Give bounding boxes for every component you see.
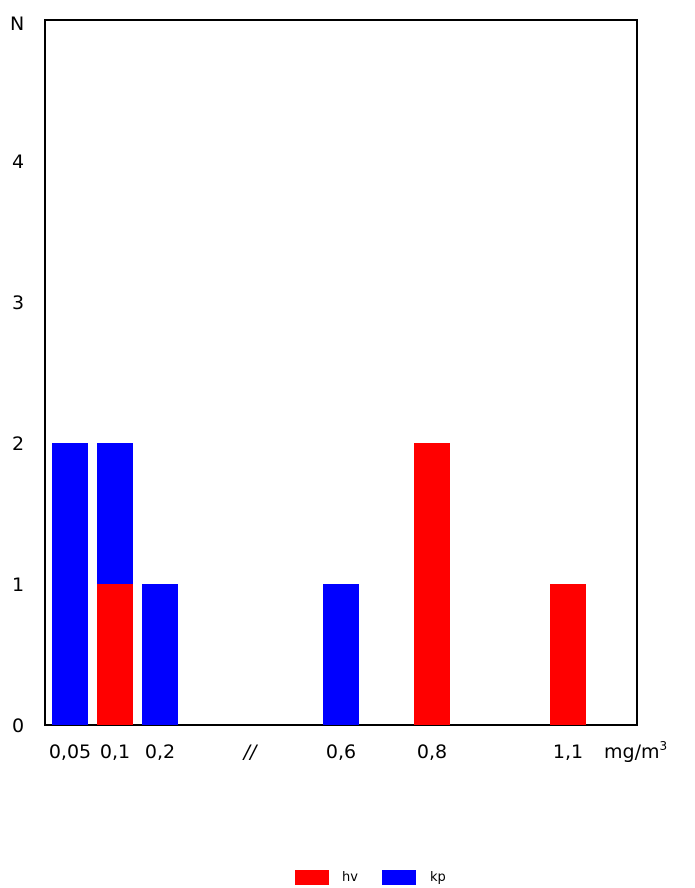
legend-swatch-kp	[382, 870, 416, 885]
x-axis-label-text: mg/m	[604, 741, 659, 763]
x-axis-ticks: 0,05 0,1 0,2 // 0,6 0,8 1,1	[49, 741, 583, 763]
y-axis-ticks: 0 1 2 3 4	[12, 151, 24, 737]
y-tick-label: 4	[12, 151, 24, 173]
x-tick-label: 0,05	[49, 741, 91, 763]
bar-hv	[414, 443, 450, 725]
legend-swatch-hv	[295, 870, 329, 885]
plot-area	[44, 19, 638, 726]
y-tick-label: 0	[12, 715, 24, 737]
x-tick-label: 0,1	[100, 741, 130, 763]
y-tick-label: 1	[12, 574, 24, 596]
x-axis-label: mg/m3	[604, 739, 667, 763]
y-axis-label: N	[10, 13, 24, 35]
y-tick-label: 3	[12, 292, 24, 314]
x-tick-label: 1,1	[553, 741, 583, 763]
legend-label-hv: hv	[342, 870, 358, 885]
legend: hv kp	[295, 870, 446, 885]
bar-kp	[52, 443, 88, 725]
y-tick-label: 2	[12, 433, 24, 455]
bar-hv	[550, 584, 586, 725]
legend-label-kp: kp	[430, 870, 446, 885]
bar-kp	[142, 584, 178, 725]
bar-kp	[323, 584, 359, 725]
x-tick-label: 0,6	[326, 741, 356, 763]
x-tick-label: //	[242, 741, 259, 763]
bar-kp	[97, 443, 133, 584]
x-tick-label: 0,8	[417, 741, 447, 763]
x-axis-label-superscript: 3	[659, 739, 667, 753]
x-tick-label: 0,2	[145, 741, 175, 763]
bar-hv	[97, 584, 133, 725]
